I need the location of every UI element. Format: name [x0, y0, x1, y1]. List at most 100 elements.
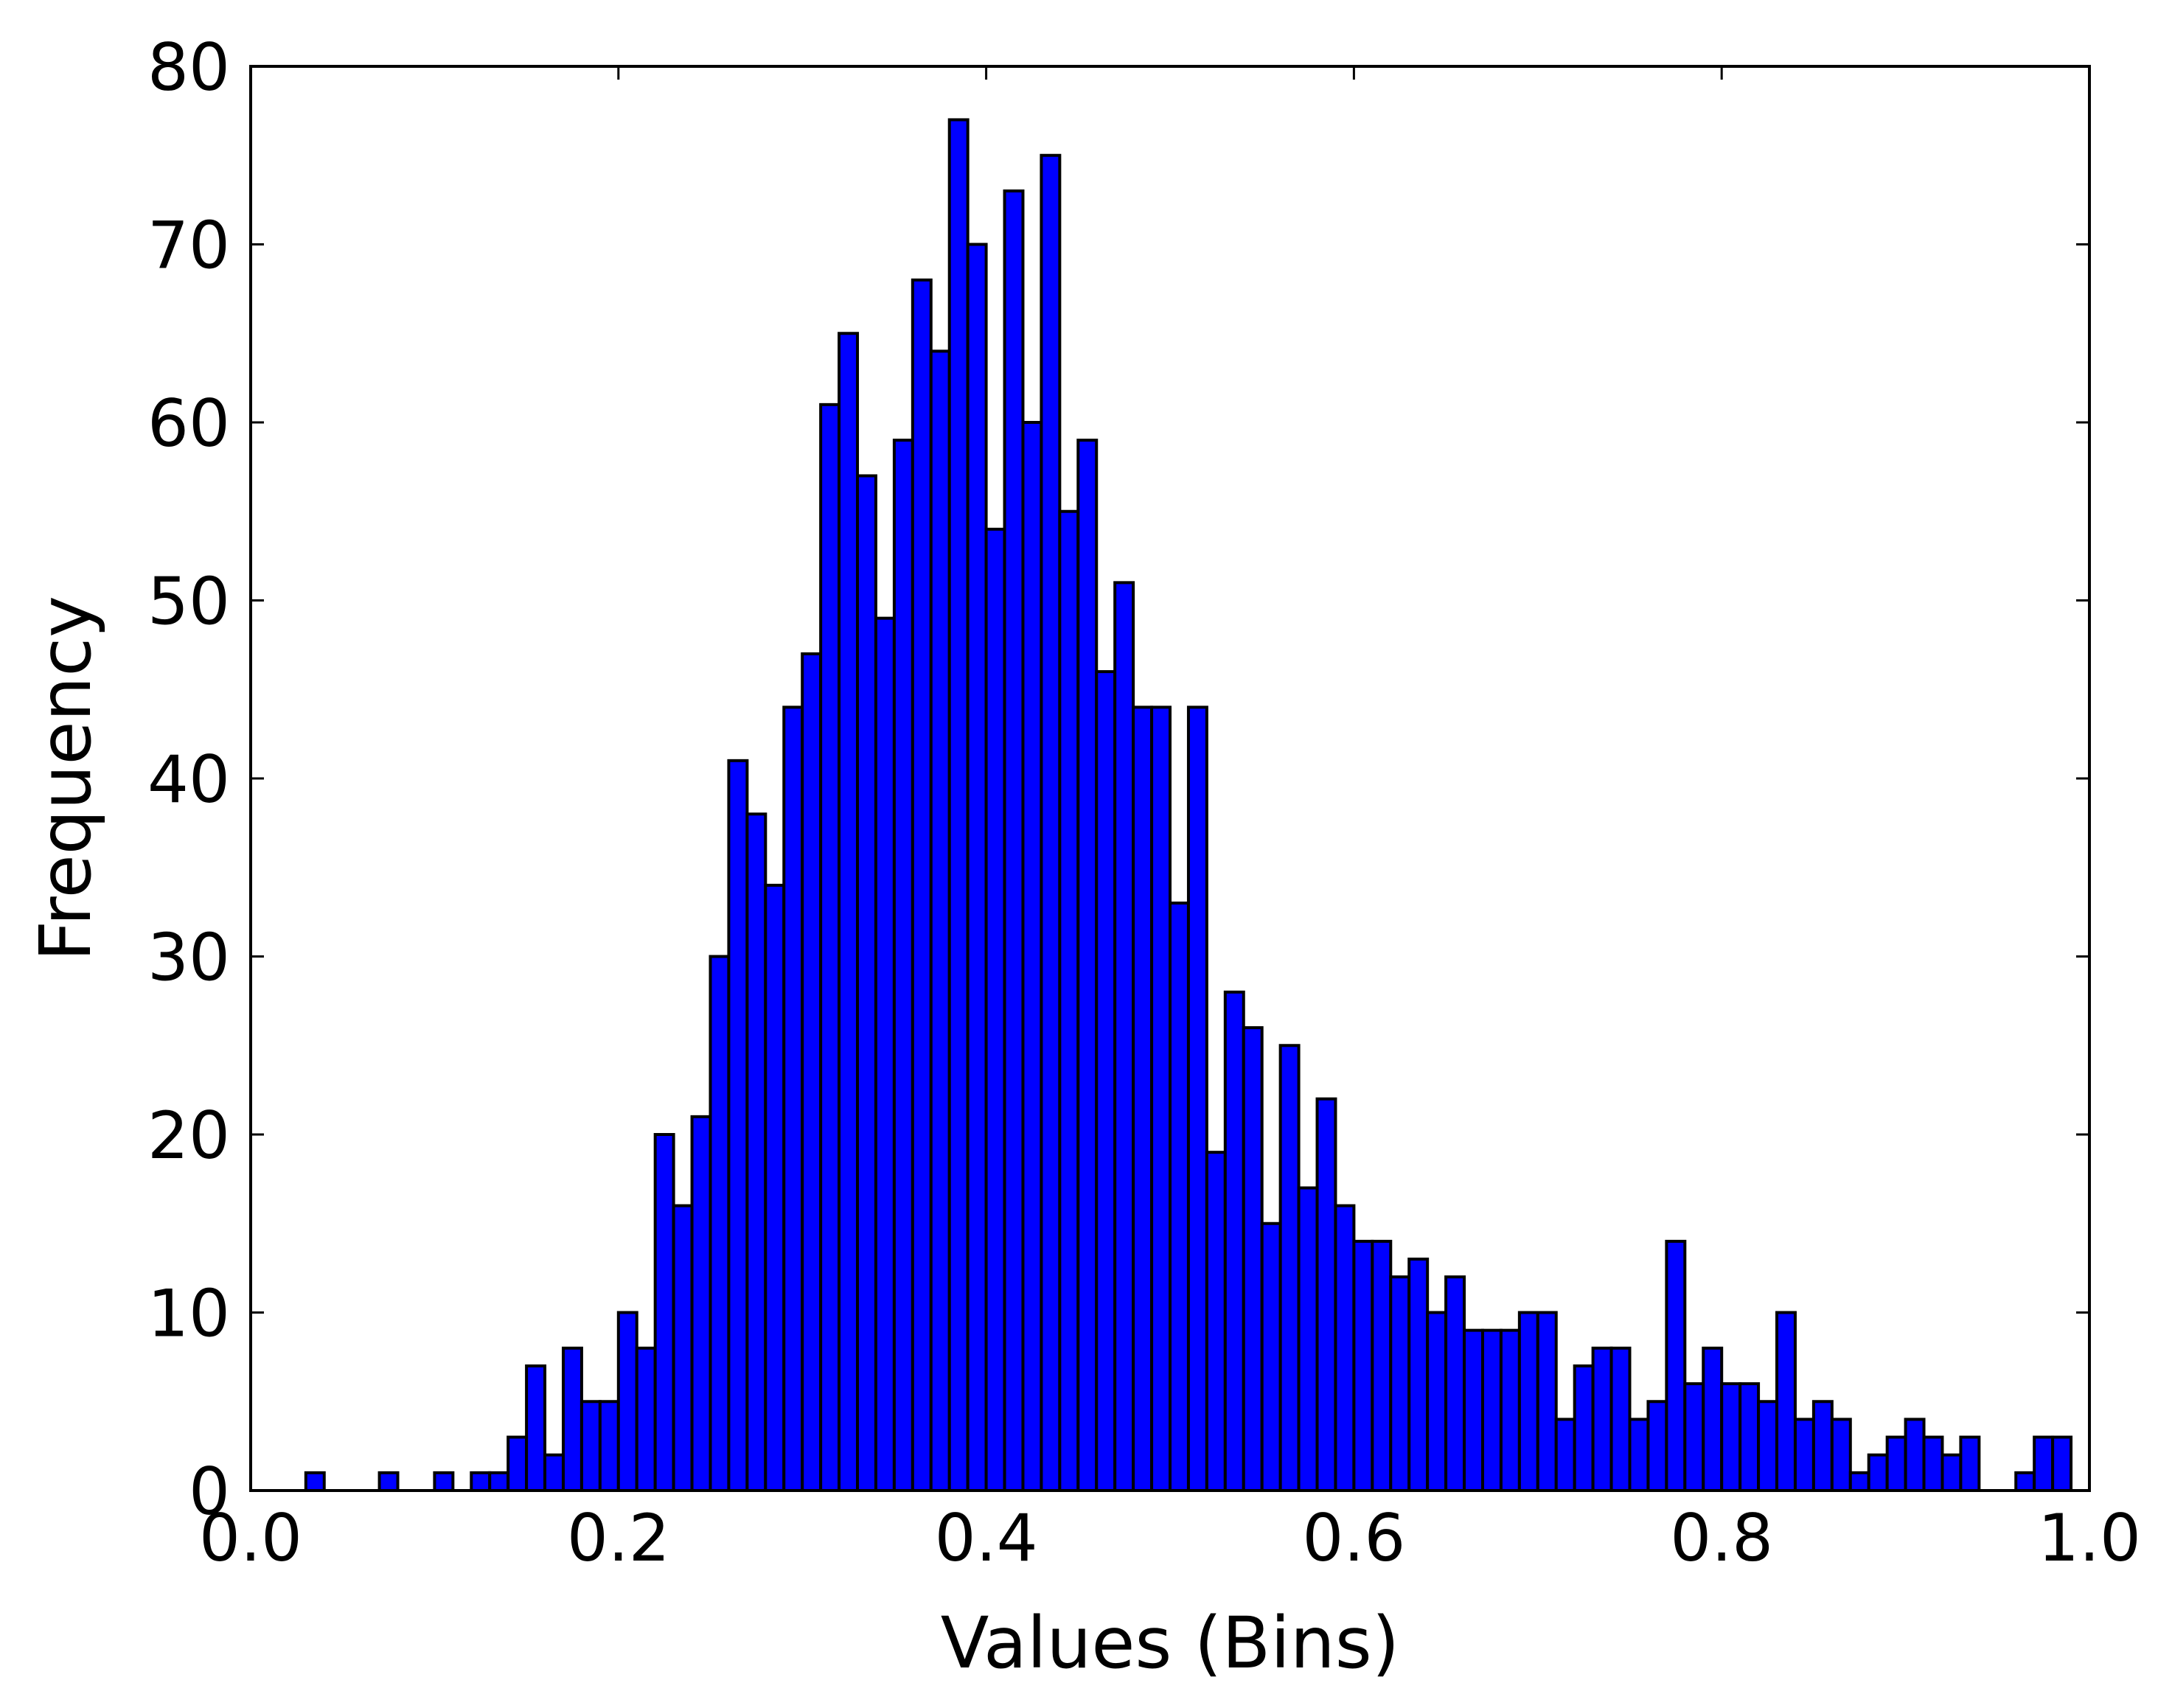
histogram-bar: [1389, 1275, 1411, 1492]
histogram-bar: [690, 1115, 712, 1492]
histogram-bar: [1536, 1311, 1558, 1492]
histogram-bar: [1793, 1418, 1815, 1493]
y-axis-title: Frequency: [24, 596, 107, 961]
histogram-bar: [856, 474, 877, 1493]
histogram-bar: [1315, 1097, 1337, 1492]
y-tick-label: 40: [147, 742, 230, 818]
histogram-bar: [1904, 1418, 1926, 1493]
x-tick-label: 0.8: [1670, 1500, 1773, 1576]
histogram-bar: [672, 1204, 694, 1492]
histogram-bar: [874, 616, 896, 1492]
histogram-bar: [653, 1133, 675, 1492]
histogram-bar: [2014, 1471, 2036, 1492]
histogram-bar: [966, 243, 988, 1492]
histogram-bar: [892, 439, 914, 1492]
histogram-bar: [1040, 153, 1062, 1492]
histogram-bar: [1775, 1311, 1797, 1492]
histogram-bar: [947, 118, 970, 1493]
histogram-bar: [543, 1453, 565, 1492]
x-tick-label: 0.4: [935, 1500, 1038, 1576]
histogram-bar: [1646, 1400, 1668, 1492]
histogram-bar: [1021, 421, 1043, 1492]
y-tick-label: 0: [189, 1454, 230, 1530]
histogram-bar: [984, 527, 1006, 1492]
x-tick-label: 0.2: [567, 1500, 670, 1576]
histogram-bar: [819, 402, 841, 1492]
histogram-bar: [598, 1400, 620, 1492]
histogram-bar: [709, 955, 731, 1492]
histogram-bar: [1169, 902, 1190, 1493]
histogram-bar: [1352, 1239, 1374, 1493]
histogram-bar: [1297, 1186, 1319, 1492]
x-tick-label: 1.0: [2038, 1500, 2141, 1576]
histogram-bar: [635, 1346, 657, 1493]
histogram-bar: [1499, 1328, 1521, 1493]
histogram-bar: [377, 1471, 400, 1492]
y-tick-label: 30: [147, 920, 230, 996]
histogram-bar: [929, 349, 951, 1492]
histogram-bar: [1058, 509, 1080, 1492]
histogram-bar: [1371, 1239, 1393, 1493]
histogram-bar: [470, 1471, 492, 1492]
histogram-bar: [1463, 1328, 1484, 1493]
histogram-bar: [1738, 1382, 1761, 1492]
histogram-bar: [801, 652, 823, 1493]
histogram-bar: [1683, 1382, 1705, 1492]
histogram-bar: [1959, 1435, 1981, 1493]
histogram-bar: [1885, 1435, 1907, 1493]
histogram-bar: [782, 705, 804, 1492]
x-tick-labels: 0.0 0.2 0.4 0.6 0.8 1.0: [199, 1500, 2141, 1576]
histogram-bar: [304, 1471, 326, 1492]
histogram-bar: [1205, 1151, 1227, 1493]
histogram-bar: [1278, 1044, 1301, 1492]
x-axis-title: Values (Bins): [941, 1602, 1399, 1684]
y-tick-label: 50: [147, 564, 230, 640]
histogram-bar: [1003, 189, 1025, 1492]
y-tick-label: 60: [147, 386, 230, 461]
histogram-bar: [1830, 1418, 1852, 1493]
histogram-bar: [507, 1435, 529, 1493]
x-tick-label: 0.6: [1302, 1500, 1405, 1576]
y-tick-labels: 0 10 20 30 40 50 60 70 80: [147, 29, 230, 1530]
y-tick-label: 70: [147, 208, 230, 284]
histogram-bar: [1811, 1400, 1834, 1492]
histogram-bar: [745, 812, 767, 1493]
histogram-bar: [1480, 1328, 1503, 1493]
histogram-bar: [764, 883, 786, 1492]
histogram-bar: [1720, 1382, 1742, 1492]
y-tick-label: 80: [147, 29, 230, 105]
histogram-bar: [1334, 1204, 1356, 1492]
histogram-bar: [1242, 1026, 1264, 1492]
histogram-bar: [1076, 439, 1099, 1492]
histogram-bar: [1426, 1311, 1448, 1492]
histogram-bar: [525, 1364, 547, 1492]
histogram-bar: [1150, 705, 1172, 1492]
histogram-bar: [1702, 1346, 1724, 1493]
histogram-bar: [1260, 1221, 1282, 1492]
histogram-bar: [1554, 1418, 1576, 1493]
histogram-bar: [2033, 1435, 2055, 1493]
histogram-bar: [1223, 990, 1245, 1493]
histogram-bars: [304, 118, 2073, 1493]
histogram-bar: [616, 1311, 638, 1492]
histogram-bar: [2051, 1435, 2073, 1493]
x-tick-label: 0.0: [199, 1500, 302, 1576]
histogram-bar: [1517, 1311, 1539, 1492]
histogram-bar: [1132, 705, 1154, 1492]
histogram-bar: [1628, 1418, 1650, 1493]
y-tick-label: 10: [147, 1276, 230, 1352]
histogram-bar: [561, 1346, 583, 1493]
histogram-bar: [1591, 1346, 1613, 1493]
histogram-bar: [1922, 1435, 1944, 1493]
histogram-bar: [1757, 1400, 1779, 1492]
histogram-bar: [1867, 1453, 1889, 1492]
histogram-bar: [488, 1471, 510, 1492]
histogram-bar: [1095, 670, 1117, 1492]
histogram-bar: [1113, 581, 1135, 1492]
plot-frame: [249, 65, 2091, 1492]
histogram-bar: [911, 278, 933, 1492]
histogram-bar: [1848, 1471, 1870, 1492]
histogram-bar: [1407, 1258, 1430, 1493]
histogram-bar: [838, 332, 860, 1492]
